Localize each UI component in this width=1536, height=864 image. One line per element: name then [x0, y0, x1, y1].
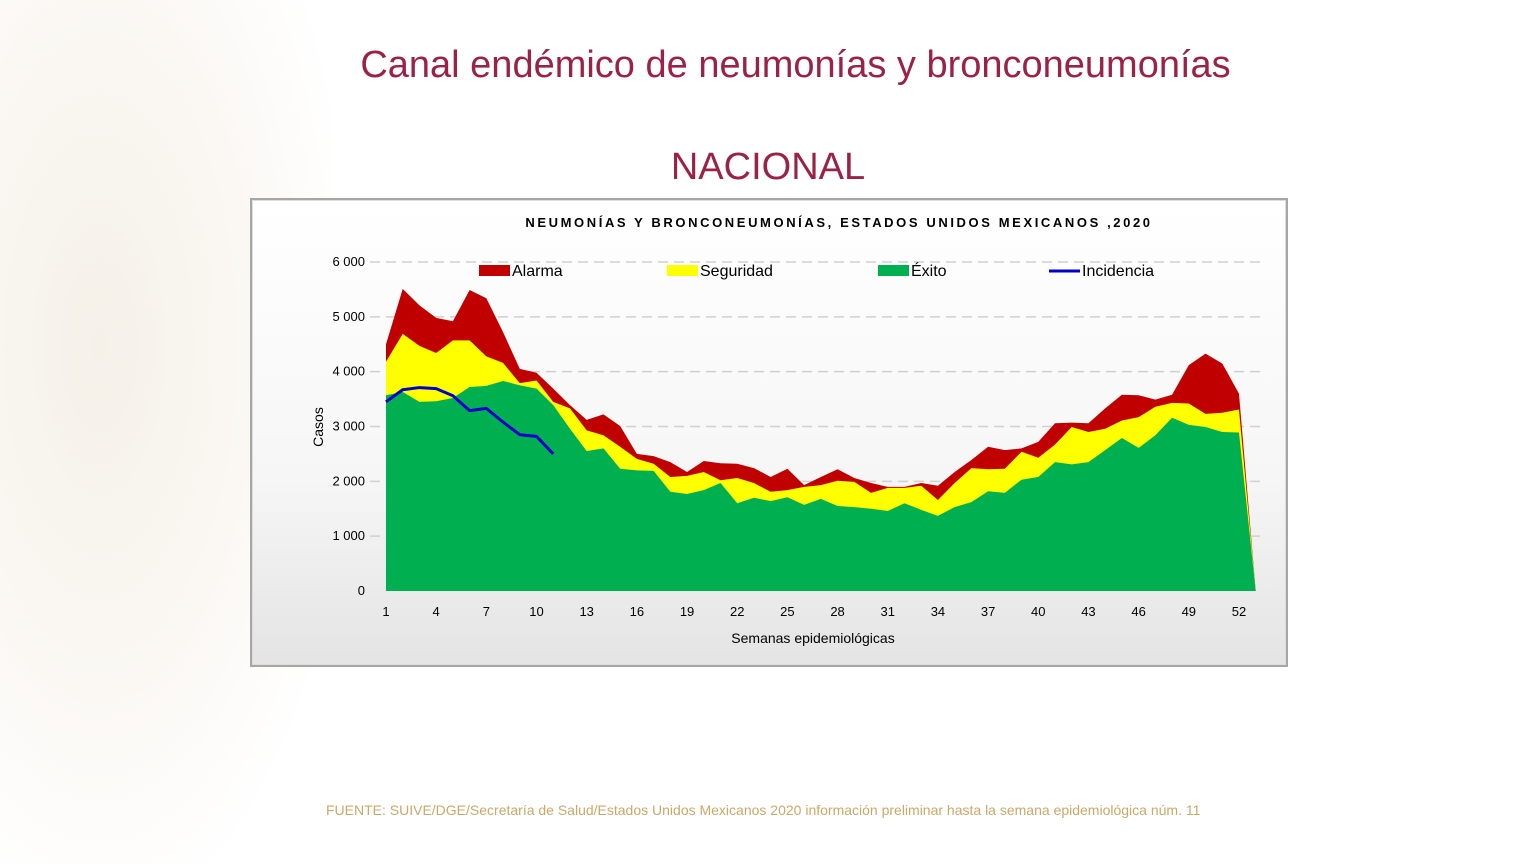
x-tick-label: 4	[433, 604, 440, 619]
x-tick-label: 34	[931, 604, 945, 619]
legend-item-alarma: Alarma	[479, 263, 563, 280]
x-tick-label: 7	[483, 604, 490, 619]
legend-item-incidencia: Incidencia	[1049, 263, 1154, 280]
x-tick-label: 1	[382, 604, 389, 619]
x-tick-label: 22	[730, 604, 744, 619]
y-tick-label: 5 000	[332, 309, 365, 324]
y-tick-label: 2 000	[332, 473, 365, 488]
y-tick-label: 3 000	[332, 419, 365, 434]
slide-title: Canal endémico de neumonías y bronconeum…	[360, 44, 1231, 86]
y-tick-label: 4 000	[332, 364, 365, 379]
x-tick-label: 28	[830, 604, 844, 619]
legend-item-seguridad: Seguridad	[667, 263, 773, 280]
x-tick-label: 52	[1232, 604, 1246, 619]
y-tick-label: 0	[358, 583, 365, 598]
x-tick-label: 10	[529, 604, 543, 619]
x-tick-label: 13	[579, 604, 593, 619]
legend-swatch	[667, 265, 698, 276]
legend-swatch	[479, 265, 510, 276]
x-tick-label: 25	[780, 604, 794, 619]
slide-subtitle: NACIONAL	[670, 146, 866, 188]
y-tick-label: 1 000	[332, 528, 365, 543]
legend-label: Éxito	[911, 261, 947, 280]
x-tick-label: 31	[881, 604, 895, 619]
legend-label: Seguridad	[700, 263, 773, 280]
x-tick-label: 19	[680, 604, 694, 619]
x-tick-label: 49	[1182, 604, 1196, 619]
x-tick-label: 46	[1131, 604, 1145, 619]
y-tick-label: 6 000	[332, 254, 365, 269]
x-tick-label: 37	[981, 604, 995, 619]
area-éxito	[386, 380, 1256, 591]
chart-svg: NEUMONÍAS Y BRONCONEUMONÍAS, ESTADOS UNI…	[310, 215, 1264, 646]
legend-swatch	[878, 265, 909, 276]
chart-title: NEUMONÍAS Y BRONCONEUMONÍAS, ESTADOS UNI…	[525, 215, 1152, 230]
x-axis-label: Semanas epidemiológicas	[731, 630, 894, 646]
line-incidencia	[385, 386, 555, 455]
source-note: FUENTE: SUIVE/DGE/Secretaría de Salud/Es…	[326, 802, 1201, 818]
legend-label: Incidencia	[1082, 263, 1154, 280]
x-tick-label: 43	[1081, 604, 1095, 619]
legend-item-éxito: Éxito	[878, 261, 947, 280]
x-tick-label: 40	[1031, 604, 1045, 619]
x-tick-label: 16	[630, 604, 644, 619]
legend-label: Alarma	[512, 263, 563, 280]
y-axis-label: Casos	[310, 407, 326, 447]
chart-container: NEUMONÍAS Y BRONCONEUMONÍAS, ESTADOS UNI…	[250, 198, 1288, 667]
